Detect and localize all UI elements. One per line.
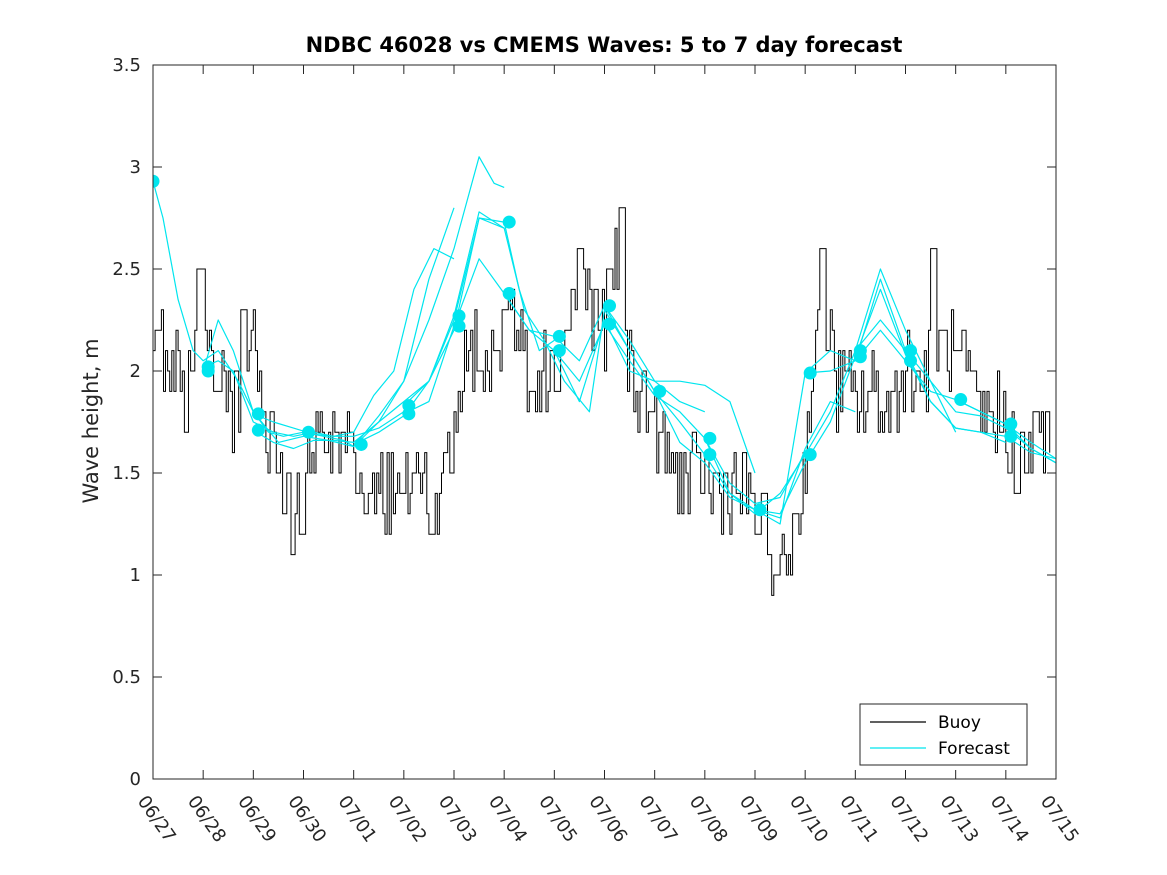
forecast-marker-23 <box>803 448 817 462</box>
forecast-marker-22 <box>803 366 817 380</box>
plot-area <box>153 156 1056 596</box>
forecast-marker-15 <box>552 344 566 358</box>
legend-item-forecast-label: Forecast <box>938 739 1010 759</box>
y-tick-label-4: 2 <box>130 361 141 382</box>
legend: Buoy Forecast <box>859 703 1028 766</box>
forecast-marker-5 <box>251 423 265 437</box>
forecast-line-3 <box>202 207 455 448</box>
forecast-marker-10 <box>452 309 466 323</box>
forecast-line-4 <box>253 248 455 437</box>
forecast-line-1 <box>153 181 304 437</box>
forecast-marker-12 <box>502 215 516 229</box>
forecast-marker-14 <box>552 329 566 343</box>
forecast-marker-19 <box>703 431 717 445</box>
forecast-marker-1 <box>153 174 160 188</box>
forecast-marker-13 <box>502 286 516 300</box>
legend-box <box>859 703 1028 766</box>
forecast-marker-17 <box>603 317 617 331</box>
forecast-marker-7 <box>354 437 368 451</box>
forecast-marker-4 <box>251 407 265 421</box>
forecast-line-7 <box>353 217 555 445</box>
forecast-line-16 <box>804 329 1056 460</box>
y-tick-label-6: 3 <box>130 157 141 178</box>
forecast-line-10 <box>503 293 756 474</box>
forecast-line-8 <box>403 211 656 413</box>
y-tick-label-1: 0.5 <box>112 667 141 688</box>
legend-item-buoy-label: Buoy <box>938 713 981 733</box>
forecast-line-17 <box>854 319 1056 464</box>
forecast-marker-6 <box>302 425 316 439</box>
y-tick-label-3: 1.5 <box>112 463 141 484</box>
forecast-marker-27 <box>904 354 918 368</box>
y-axis-label: Wave height, m <box>79 338 103 503</box>
forecast-marker-26 <box>904 344 918 358</box>
forecast-marker-3 <box>201 364 215 378</box>
y-tick-label-5: 2.5 <box>112 259 141 280</box>
forecast-marker-9 <box>402 407 416 421</box>
forecast-marker-25 <box>853 350 867 364</box>
forecast-line-11 <box>553 323 806 505</box>
buoy-line <box>153 207 1051 596</box>
forecast-marker-20 <box>703 448 717 462</box>
forecast-marker-11 <box>452 319 466 333</box>
forecast-line-5 <box>252 217 505 450</box>
y-tick-label-0: 0 <box>130 769 141 790</box>
forecast-line-6 <box>303 156 505 448</box>
y-tick-label-7: 3.5 <box>112 55 141 76</box>
forecast-line-18 <box>904 350 1056 460</box>
forecast-marker-18 <box>653 384 667 398</box>
chart-title: NDBC 46028 vs CMEMS Waves: 5 to 7 day fo… <box>306 33 903 57</box>
forecast-marker-28 <box>954 393 968 407</box>
y-tick-label-2: 1 <box>130 565 141 586</box>
forecast-line-2 <box>202 360 405 437</box>
forecast-marker-30 <box>1004 429 1018 443</box>
forecast-marker-29 <box>1004 417 1018 431</box>
forecast-marker-16 <box>603 299 617 313</box>
forecast-marker-21 <box>753 503 767 517</box>
